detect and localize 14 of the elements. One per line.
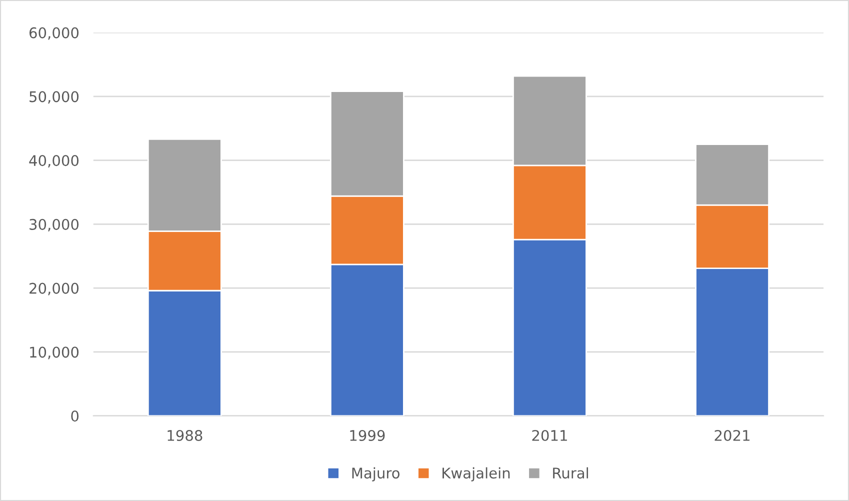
x-tick-label: 2021 bbox=[714, 430, 750, 442]
y-tick-label: 10,000 bbox=[30, 346, 79, 360]
legend-label: Rural bbox=[553, 467, 588, 479]
y-tick-label: 20,000 bbox=[30, 282, 79, 296]
y-tick-label: 40,000 bbox=[29, 155, 79, 168]
y-tick-label: 60,000 bbox=[29, 27, 79, 40]
y-tick-label: 50,000 bbox=[30, 91, 79, 104]
legend-label: Majuro bbox=[352, 467, 400, 482]
legend-label: Kwajalein bbox=[442, 467, 510, 482]
x-tick-label: 1999 bbox=[350, 430, 385, 442]
x-tick-label: 2011 bbox=[532, 430, 567, 442]
y-tick-label: 30,000 bbox=[30, 218, 79, 232]
y-tick-label: 0 bbox=[71, 410, 79, 422]
x-tick-label: 1988 bbox=[168, 430, 202, 442]
